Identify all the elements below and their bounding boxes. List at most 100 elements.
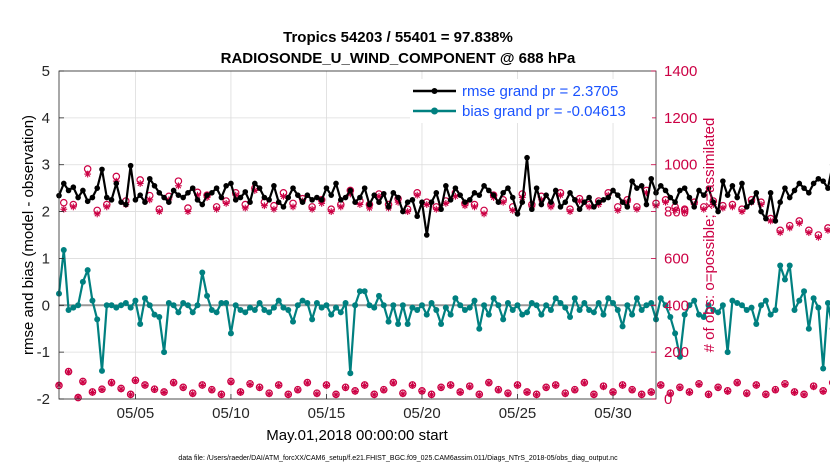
rmse-point: [529, 206, 535, 213]
bias-point: [538, 311, 545, 318]
obs-assimilated-point: [561, 390, 569, 398]
rmse-point: [185, 190, 191, 196]
bias-point: [461, 306, 468, 313]
obs-assimilated-point: [151, 386, 158, 394]
rmse-point: [576, 206, 583, 213]
rmse-point: [433, 190, 440, 196]
obs-assimilated-point: [208, 386, 216, 394]
obs-assimilated-point: [633, 205, 641, 213]
obs-assimilated-point: [308, 205, 316, 213]
obs-assimilated-point: [557, 191, 564, 199]
x-tick-label: 05/05: [117, 405, 155, 422]
obs-assimilated-point: [819, 388, 827, 395]
bias-point: [290, 318, 297, 325]
obs-assimilated-point: [117, 385, 125, 393]
obs-assimilated-point: [662, 198, 669, 206]
bias-point: [294, 302, 301, 309]
obs-assimilated-point: [342, 384, 349, 392]
rmse-point: [400, 208, 406, 215]
obs-assimilated-point: [108, 379, 115, 387]
bias-point: [251, 306, 258, 313]
bias-point: [390, 302, 397, 309]
obs-assimilated-point: [523, 389, 531, 396]
obs-assimilated-point: [399, 390, 407, 398]
bias-point: [547, 306, 554, 313]
rmse-point: [782, 185, 788, 191]
series-layer: [56, 154, 830, 377]
obs-assimilated-point: [571, 386, 579, 394]
rmse-point: [352, 199, 358, 205]
bias-point: [156, 314, 163, 320]
bias-point: [409, 304, 416, 311]
rmse-point: [595, 199, 602, 205]
rmse-point: [767, 190, 774, 196]
rmse-point: [261, 194, 268, 201]
bias-point: [199, 269, 206, 276]
bias-point: [509, 306, 516, 313]
bias-point: [70, 304, 77, 311]
obs-assimilated-point: [227, 378, 235, 386]
bias-point: [820, 365, 827, 372]
obs-assimilated-point: [323, 382, 330, 389]
rmse-point: [791, 187, 798, 194]
rmse-point: [228, 180, 234, 187]
rmse-point: [94, 185, 101, 191]
obs-assimilated-point: [795, 219, 803, 227]
rmse-point: [137, 192, 143, 198]
bias-point: [438, 321, 445, 328]
bias-point: [313, 299, 320, 306]
rmse-point: [662, 187, 669, 194]
obs-assimilated-point: [79, 378, 87, 386]
bias-point: [691, 297, 698, 304]
rmse-point: [438, 206, 444, 213]
bias-point: [533, 302, 540, 309]
y-axis-right: 0 200 400 600 800 1000 1200 1400: [651, 63, 697, 408]
rmse-point: [495, 199, 502, 205]
rmse-point: [361, 185, 368, 191]
x-tick-label: 05/30: [594, 405, 632, 422]
rmse-point: [180, 194, 186, 201]
obs-assimilated-point: [351, 388, 359, 395]
obs-assimilated-point: [676, 384, 684, 392]
bias-point: [399, 302, 406, 309]
rmse-point: [99, 166, 105, 173]
obs-assimilated-point: [418, 388, 426, 395]
obs-assimilated-point: [256, 384, 263, 392]
bias-point: [141, 295, 148, 302]
rmse-point: [108, 197, 115, 203]
bias-point: [519, 311, 526, 318]
rmse-point: [533, 185, 540, 191]
bias-point: [748, 304, 755, 311]
bias-point: [500, 316, 507, 323]
bias-point: [98, 367, 105, 374]
rmse-point: [686, 194, 693, 201]
rmse-point: [825, 185, 830, 191]
rmse-point: [796, 180, 803, 187]
bias-point: [504, 299, 511, 306]
rmse-point: [772, 218, 779, 224]
rmse-point: [280, 204, 287, 210]
rmse-point: [629, 178, 635, 184]
rmse-point: [758, 208, 764, 215]
bias-point: [404, 321, 411, 328]
obs-assimilated-point: [332, 391, 340, 399]
bias-point: [103, 302, 110, 309]
x-tick-label: 05/10: [212, 405, 250, 422]
bias-point: [481, 302, 488, 309]
rmse-point: [705, 185, 712, 191]
rmse-point: [337, 197, 344, 203]
rmse-point: [605, 194, 612, 201]
rmse-point: [84, 198, 91, 205]
bias-point: [753, 321, 760, 328]
rmse-point: [638, 183, 645, 189]
bias-point: [433, 306, 440, 313]
obs-assimilated-point: [628, 386, 636, 394]
bias-point: [122, 299, 129, 306]
bias-point: [796, 297, 803, 304]
rmse-point: [457, 192, 463, 198]
rmse-point: [486, 187, 492, 194]
rmse-point: [481, 183, 487, 189]
y-right-tick-label: 200: [664, 344, 689, 361]
rmse-point: [414, 213, 421, 220]
rmse-point: [357, 194, 363, 201]
